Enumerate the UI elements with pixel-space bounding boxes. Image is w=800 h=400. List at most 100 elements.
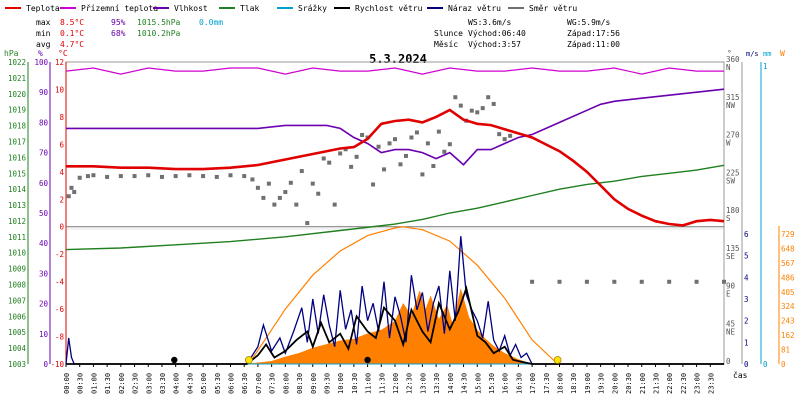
solar-tick-label: 243 <box>781 317 795 326</box>
x-tick-label: 10:30 <box>351 373 359 394</box>
wind-tick-label: 3 <box>744 295 749 304</box>
info-ws: WS:3.6m/s <box>468 18 512 27</box>
wind-dir-point <box>409 135 414 140</box>
press-tick-label: 1016 <box>8 153 27 162</box>
x-tick-label: 09:00 <box>310 373 318 394</box>
legend-label: Srážky <box>298 4 327 13</box>
press-tick-label: 1009 <box>8 265 26 274</box>
wind-dir-point <box>283 190 288 195</box>
stats-panel: max 8.5°C 95% 1015.5hPa 0.0mm min 0.1°C … <box>36 18 223 49</box>
temp-tick-label: 8 <box>59 113 64 122</box>
wind-dir-point <box>299 169 304 174</box>
x-tick-label: 12:00 <box>392 373 400 394</box>
x-tick-label: 03:30 <box>159 373 167 394</box>
wind-dir-point <box>201 174 206 179</box>
solar-tick-label: 0 <box>781 360 786 369</box>
wind-dir-point <box>288 180 293 185</box>
info-sunset: Západ:17:56 <box>567 29 620 38</box>
wind-dir-point <box>354 154 359 159</box>
wind-tick-label: 6 <box>744 230 749 239</box>
wind-dir-point <box>453 95 458 100</box>
hum-tick-label: 50 <box>39 209 49 218</box>
wind-dir-point <box>639 279 644 284</box>
wind-dir-point <box>480 106 485 111</box>
wind-dir-point <box>475 110 480 115</box>
wind-dir-point <box>414 130 419 135</box>
stat-min-hum: 68% <box>111 29 126 38</box>
stat-min-temp: 0.1°C <box>60 29 84 38</box>
hum-tick-label: 10 <box>39 330 49 339</box>
wind-dir-point <box>85 174 90 179</box>
stat-min-press: 1010.2hPa <box>137 29 181 38</box>
info-moonset: Západ:11:00 <box>567 40 620 49</box>
x-tick-label: 07:00 <box>255 373 263 394</box>
solar-tick-label: 81 <box>781 346 790 355</box>
x-tick-label: 13:00 <box>419 373 427 394</box>
dir-tick-label: SE <box>726 252 736 261</box>
hum-tick-label: 30 <box>39 269 49 278</box>
x-tick-label: 20:00 <box>611 373 619 394</box>
hum-tick-label: 60 <box>39 179 49 188</box>
wind-dir-point <box>173 174 178 179</box>
wind-speed-line <box>66 284 724 365</box>
solar-area <box>246 288 533 365</box>
dir-tick-label: 0 <box>726 357 731 366</box>
x-tick-label: 18:00 <box>557 373 565 394</box>
legend: Teplota Přízemní teplota Vlhkost Tlak Srážky… <box>5 4 577 13</box>
wind-dir-point <box>447 142 452 147</box>
x-tick-label: 07:30 <box>269 373 277 394</box>
wind-dir-point <box>398 162 403 167</box>
x-tick-label: 13:30 <box>433 373 441 394</box>
stat-max-temp: 8.5°C <box>60 18 84 27</box>
moon-marker <box>364 356 371 364</box>
wind-dir-point <box>508 133 513 138</box>
plot-frame <box>65 61 725 365</box>
x-axis-label: čas <box>733 370 748 380</box>
dir-tick-label: SW <box>726 176 736 185</box>
x-tick-label: 21:30 <box>652 373 660 394</box>
wind-dir-point <box>277 195 282 200</box>
sun-arc-line <box>248 226 559 365</box>
unit-press: hPa <box>4 49 19 58</box>
press-tick-label: 1006 <box>8 312 27 321</box>
wind-dir-point <box>469 108 474 113</box>
stat-max-rain: 0.0mm <box>199 18 223 27</box>
hum-tick-label: 0 <box>43 360 48 369</box>
wind-dir-point <box>305 221 310 226</box>
solar-tick-label: 729 <box>781 230 795 239</box>
stat-avg-temp: 4.7°C <box>60 40 84 49</box>
wind-dir-point <box>431 164 436 169</box>
wind-dir-point <box>371 182 376 187</box>
wind-dir-point <box>338 151 343 156</box>
press-tick-label: 1008 <box>8 281 27 290</box>
stat-avg-label: avg <box>36 40 51 49</box>
x-tick-label: 15:30 <box>488 373 496 394</box>
x-tick-label: 18:30 <box>570 373 578 394</box>
temp-tick-label: 0 <box>59 223 64 232</box>
x-tick-label: 08:30 <box>296 373 304 394</box>
wind-dir-point <box>228 173 233 178</box>
dir-tick-label: 45 <box>726 319 735 328</box>
wind-dir-point <box>382 167 387 172</box>
press-tick-label: 1013 <box>8 201 26 210</box>
wind-dir-point <box>77 175 82 180</box>
wind-dir-point <box>530 279 535 284</box>
wind-dir-point <box>360 132 365 137</box>
x-tick-label: 11:30 <box>378 373 386 394</box>
press-tick-label: 1003 <box>8 360 26 369</box>
wind-dir-point <box>250 177 255 182</box>
x-tick-label: 02:30 <box>132 373 140 394</box>
hum-tick-label: 20 <box>39 300 49 309</box>
legend-label: Tlak <box>240 4 259 13</box>
press-tick-label: 1014 <box>8 185 27 194</box>
rain-tick-label: 1 <box>763 62 768 71</box>
legend-label: Vlhkost <box>174 4 208 13</box>
x-tick-label: 17:30 <box>543 373 551 394</box>
press-tick-label: 1005 <box>8 328 26 337</box>
x-tick-label: 19:30 <box>598 373 606 394</box>
solar-tick-label: 324 <box>781 302 795 311</box>
press-tick-label: 1007 <box>8 296 26 305</box>
x-tick-label: 14:00 <box>447 373 455 394</box>
temperature-line <box>66 108 725 227</box>
